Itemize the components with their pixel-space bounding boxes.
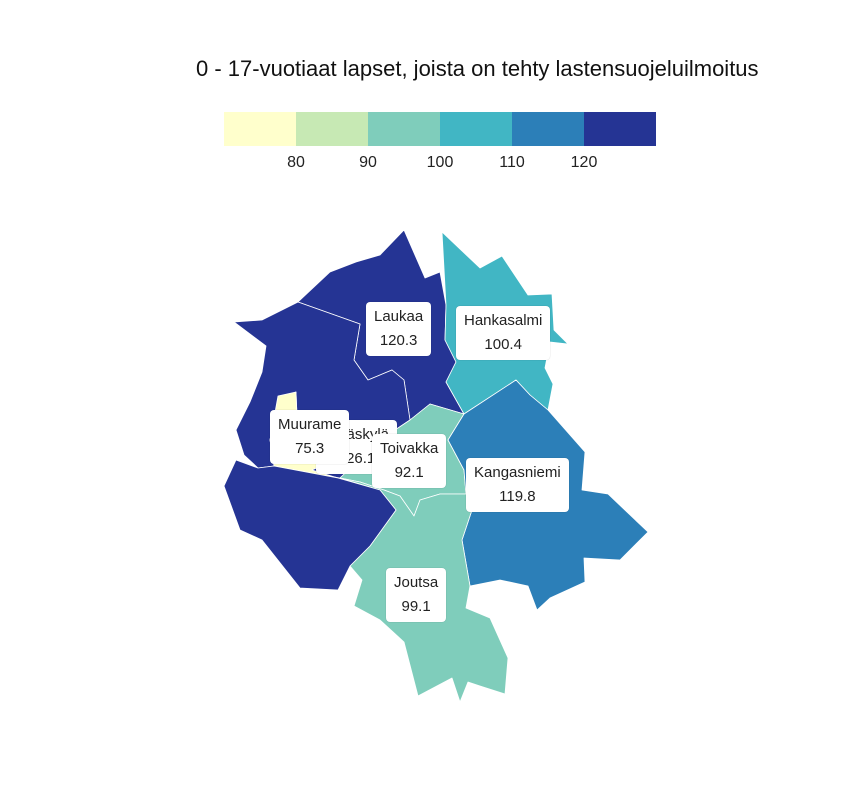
label-toivakka: Toivakka 92.1: [372, 434, 447, 488]
label-joutsa-name: Joutsa: [394, 574, 439, 591]
label-laukaa-name: Laukaa: [374, 308, 424, 325]
label-joutsa-value: 99.1: [401, 598, 431, 615]
label-muurame-name: Muurame: [278, 416, 342, 433]
color-legend: [224, 112, 656, 146]
region-jyvaskyla-south[interactable]: [223, 459, 397, 591]
legend-swatch-1: [224, 112, 296, 146]
label-laukaa-value: 120.3: [379, 332, 418, 349]
label-kangasniemi-name: Kangasniemi: [474, 464, 561, 481]
legend-swatch-2: [296, 112, 368, 146]
legend-swatch-5: [512, 112, 584, 146]
label-hankasalmi-name: Hankasalmi: [464, 312, 543, 329]
label-kangasniemi: Kangasniemi 119.8: [466, 458, 569, 512]
legend-tick-100: 100: [426, 154, 454, 171]
label-toivakka-value: 92.1: [394, 464, 424, 481]
legend-swatch-4: [440, 112, 512, 146]
label-laukaa: Laukaa 120.3: [366, 302, 432, 356]
label-hankasalmi: Hankasalmi 100.4: [456, 306, 551, 360]
legend-tick-120: 120: [570, 154, 598, 171]
legend-swatch-6: [584, 112, 656, 146]
label-kangasniemi-value: 119.8: [499, 488, 536, 505]
legend-tick-90: 90: [359, 154, 377, 171]
legend-swatch-3: [368, 112, 440, 146]
label-hankasalmi-value: 100.4: [484, 336, 522, 353]
label-muurame: Muurame 75.3: [270, 410, 350, 464]
label-joutsa: Joutsa 99.1: [386, 568, 447, 622]
label-muurame-value: 75.3: [295, 440, 325, 457]
label-toivakka-name: Toivakka: [380, 440, 439, 457]
map-title: 0 - 17-vuotiaat lapset, joista on tehty …: [196, 56, 759, 81]
legend-tick-110: 110: [499, 154, 525, 171]
legend-tick-80: 80: [287, 154, 305, 171]
